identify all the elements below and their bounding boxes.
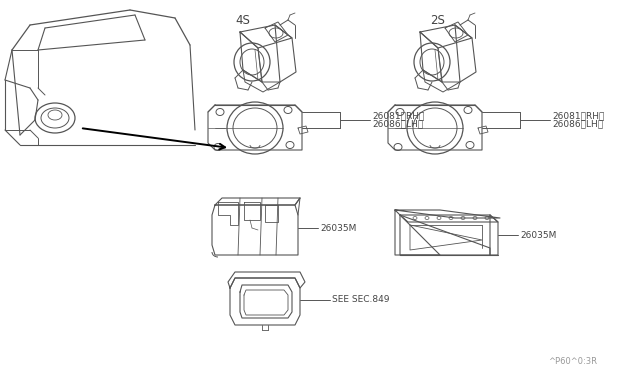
Text: 26086（LH）: 26086（LH）: [552, 119, 603, 128]
Text: 26081（RH）: 26081（RH）: [372, 112, 424, 121]
Text: 4S: 4S: [236, 13, 250, 26]
Text: 26035M: 26035M: [520, 231, 556, 240]
Text: 26086（LH）: 26086（LH）: [372, 119, 423, 128]
Text: 2S: 2S: [431, 13, 445, 26]
Text: ^P60^0:3R: ^P60^0:3R: [548, 357, 597, 366]
Text: 26081（RH）: 26081（RH）: [552, 112, 604, 121]
Text: SEE SEC.849: SEE SEC.849: [332, 295, 390, 305]
Text: 26035M: 26035M: [320, 224, 356, 232]
